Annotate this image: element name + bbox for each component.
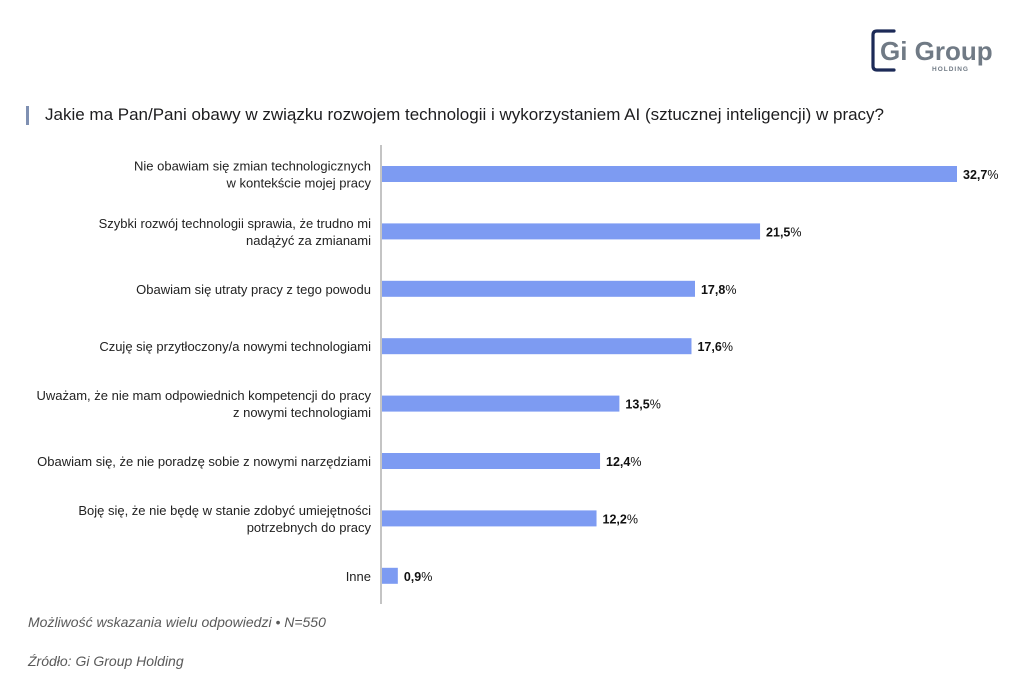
bar (382, 280, 695, 297)
category-label: Inne (346, 569, 371, 584)
bar (382, 223, 761, 240)
category-label: Szybki rozwój technologii sprawia, że tr… (99, 216, 372, 231)
value-label: 0,9% (404, 570, 433, 584)
chart-title: Jakie ma Pan/Pani obawy w związku rozwoj… (45, 105, 885, 124)
chart-source: Źródło: Gi Group Holding (28, 653, 184, 669)
logo-wordmark: Gi Group (880, 36, 993, 66)
category-label: potrzebnych do pracy (247, 520, 372, 535)
value-label: 21,5% (766, 225, 801, 239)
value-label: 32,7% (963, 168, 998, 182)
category-label: w kontekście mojej pracy (226, 176, 372, 191)
value-label: 12,4% (606, 455, 641, 469)
value-label: 17,6% (697, 340, 732, 354)
category-label: Obawiam się, że nie poradzę sobie z nowy… (37, 454, 371, 469)
category-label: Nie obawiam się zmian technologicznych (134, 159, 371, 174)
bar (382, 338, 692, 355)
category-label: Uważam, że nie mam odpowiednich kompeten… (36, 388, 371, 403)
title-accent-bar (26, 105, 29, 125)
bar (382, 453, 601, 469)
value-label: 13,5% (625, 398, 660, 412)
category-label: Boję się, że nie będę w stanie zdobyć um… (78, 503, 371, 518)
value-label: 17,8% (701, 283, 736, 297)
bar (382, 166, 957, 182)
gi-group-holding-logo: Gi Group HOLDING (871, 29, 993, 73)
bar (382, 395, 620, 412)
logo-subtitle: HOLDING (932, 66, 969, 73)
chart-note: Możliwość wskazania wielu odpowiedzi • N… (28, 614, 326, 630)
logo-bracket-mark (871, 29, 896, 72)
category-label: nadążyć za zmianami (246, 233, 371, 248)
value-label: 12,2% (603, 512, 638, 526)
category-label: Czuję się przytłoczony/a nowymi technolo… (99, 339, 371, 354)
category-label: Obawiam się utraty pracy z tego powodu (136, 282, 371, 297)
bar (382, 567, 398, 584)
category-label: z nowymi technologiami (233, 405, 371, 420)
chart-title-row: Jakie ma Pan/Pani obawy w związku rozwoj… (26, 104, 1006, 126)
bar (382, 510, 597, 527)
